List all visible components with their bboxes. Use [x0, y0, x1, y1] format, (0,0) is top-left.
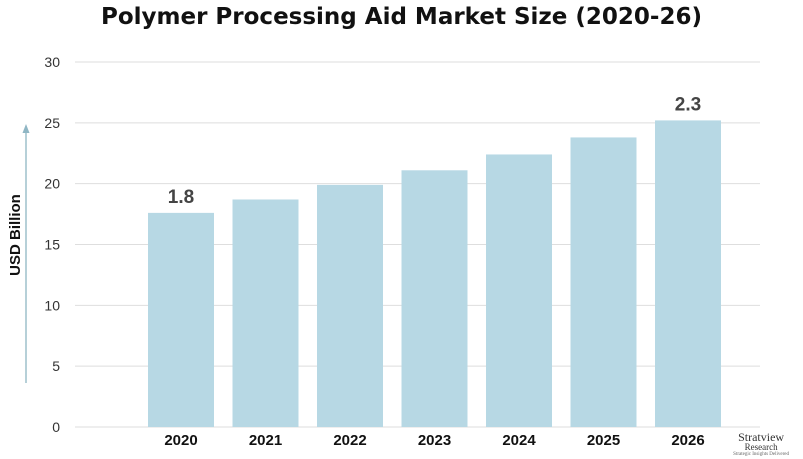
y-tick-label: 5	[52, 358, 60, 374]
x-tick-label: 2025	[587, 432, 620, 449]
bar-2022	[317, 184, 383, 427]
bar-2020	[148, 212, 214, 427]
x-axis-ticks: 2020 2021 2022 2023 2024 2025 2026	[164, 432, 704, 449]
x-tick-label: 2022	[333, 432, 366, 449]
bar-2025	[570, 137, 637, 427]
bars	[148, 120, 721, 428]
y-tick-label: 15	[44, 237, 60, 253]
x-tick-label: 2020	[164, 432, 197, 449]
y-tick-label: 25	[44, 115, 60, 131]
bar-2026	[655, 120, 721, 428]
bar-2024	[486, 154, 552, 427]
stratview-logo: Stratview Research Strategic Insights De…	[733, 431, 789, 457]
bar-2023	[401, 170, 468, 428]
logo-sub: Research	[744, 442, 778, 452]
logo-tagline: Strategic Insights Delivered	[733, 452, 789, 457]
y-tick-label: 30	[44, 54, 60, 70]
x-tick-label: 2021	[249, 432, 282, 449]
y-tick-label: 20	[44, 176, 60, 192]
chart-title: Polymer Processing Aid Market Size (2020…	[100, 4, 702, 30]
logo-brand: Stratview	[738, 430, 785, 444]
y-axis-label: USD Billion	[7, 194, 24, 276]
y-axis-arrow-head-icon	[22, 124, 30, 133]
bar-2021	[232, 199, 299, 427]
data-labels: 1.8 2.3	[168, 94, 701, 207]
y-tick-label: 10	[44, 297, 60, 313]
data-label: 1.8	[168, 187, 194, 208]
x-tick-label: 2023	[418, 432, 451, 449]
data-label: 2.3	[675, 94, 701, 115]
y-axis-ticks: 0 5 10 15 20 25 30	[44, 54, 60, 435]
y-tick-label: 0	[52, 419, 60, 435]
x-tick-label: 2026	[671, 432, 704, 449]
x-tick-label: 2024	[502, 432, 536, 449]
